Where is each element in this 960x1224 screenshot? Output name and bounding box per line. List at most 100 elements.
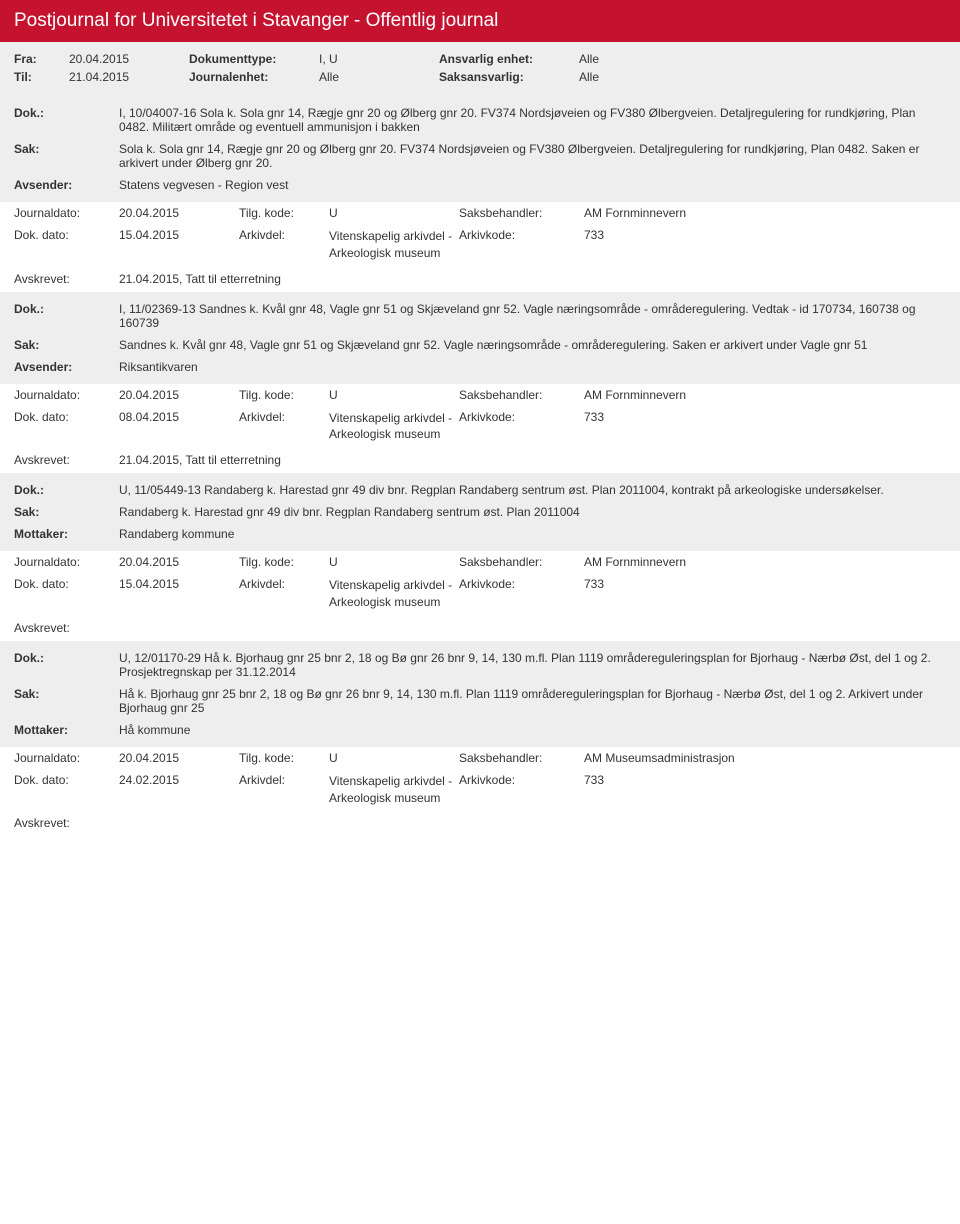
journal-unit-value: Alle <box>319 68 439 86</box>
to-label: Til: <box>14 68 69 86</box>
sak-value: Sandnes k. Kvål gnr 48, Vagle gnr 51 og … <box>119 338 946 352</box>
entry-meta-row: Journaldato:20.04.2015Tilg. kode:USaksbe… <box>0 384 960 406</box>
sak-label: Sak: <box>14 505 119 519</box>
journaldato-value: 20.04.2015 <box>119 206 239 220</box>
doctype-value: I, U <box>319 50 439 68</box>
case-responsible-label: Saksansvarlig: <box>439 68 579 86</box>
page-header: Postjournal for Universitetet i Stavange… <box>0 0 960 42</box>
avskrevet-label: Avskrevet: <box>14 621 119 635</box>
dokdato-value: 15.04.2015 <box>119 228 239 242</box>
from-label: Fra: <box>14 50 69 68</box>
party-label: Avsender: <box>14 360 119 374</box>
arkivkode-label: Arkivkode: <box>459 773 584 787</box>
tilgkode-label: Tilg. kode: <box>239 555 329 569</box>
saksbehandler-label: Saksbehandler: <box>459 751 584 765</box>
sak-value: Randaberg k. Harestad gnr 49 div bnr. Re… <box>119 505 946 519</box>
avskrevet-row: Avskrevet: <box>0 615 960 641</box>
party-value: Riksantikvaren <box>119 360 946 374</box>
arkivdel-label: Arkivdel: <box>239 773 329 787</box>
arkivkode-label: Arkivkode: <box>459 410 584 424</box>
journaldato-label: Journaldato: <box>14 555 119 569</box>
avskrevet-label: Avskrevet: <box>14 453 119 467</box>
arkivkode-value: 733 <box>584 577 946 591</box>
sak-value: Hå k. Bjorhaug gnr 25 bnr 2, 18 og Bø gn… <box>119 687 946 715</box>
from-value: 20.04.2015 <box>69 50 189 68</box>
journaldato-value: 20.04.2015 <box>119 388 239 402</box>
journaldato-value: 20.04.2015 <box>119 751 239 765</box>
arkivdel-value: Vitenskapelig arkivdel - Arkeologisk mus… <box>329 228 459 262</box>
entry-block: Dok.:I, 10/04007-16 Sola k. Sola gnr 14,… <box>0 96 960 202</box>
tilgkode-label: Tilg. kode: <box>239 388 329 402</box>
responsible-unit-label: Ansvarlig enhet: <box>439 50 579 68</box>
arkivkode-label: Arkivkode: <box>459 228 584 242</box>
dok-value: I, 10/04007-16 Sola k. Sola gnr 14, Rægj… <box>119 106 946 134</box>
avskrevet-value: 21.04.2015, Tatt til etterretning <box>119 272 946 286</box>
dok-label: Dok.: <box>14 302 119 330</box>
arkivkode-value: 733 <box>584 773 946 787</box>
doctype-label: Dokumenttype: <box>189 50 319 68</box>
dok-label: Dok.: <box>14 106 119 134</box>
tilgkode-value: U <box>329 555 459 569</box>
party-value: Randaberg kommune <box>119 527 946 541</box>
saksbehandler-label: Saksbehandler: <box>459 555 584 569</box>
arkivdel-label: Arkivdel: <box>239 228 329 242</box>
arkivdel-label: Arkivdel: <box>239 410 329 424</box>
saksbehandler-value: AM Fornminnevern <box>584 388 946 402</box>
entry-meta-row: Dok. dato:15.04.2015Arkivdel:Vitenskapel… <box>0 224 960 266</box>
arkivdel-label: Arkivdel: <box>239 577 329 591</box>
dok-label: Dok.: <box>14 483 119 497</box>
dokdato-value: 08.04.2015 <box>119 410 239 424</box>
avskrevet-row: Avskrevet:21.04.2015, Tatt til etterretn… <box>0 447 960 473</box>
dokdato-label: Dok. dato: <box>14 228 119 242</box>
dokdato-value: 15.04.2015 <box>119 577 239 591</box>
sak-label: Sak: <box>14 687 119 715</box>
entry-meta-row: Journaldato:20.04.2015Tilg. kode:USaksbe… <box>0 551 960 573</box>
tilgkode-label: Tilg. kode: <box>239 206 329 220</box>
party-value: Statens vegvesen - Region vest <box>119 178 946 192</box>
dokdato-label: Dok. dato: <box>14 410 119 424</box>
sak-label: Sak: <box>14 142 119 170</box>
avskrevet-row: Avskrevet:21.04.2015, Tatt til etterretn… <box>0 266 960 292</box>
dok-value: U, 11/05449-13 Randaberg k. Harestad gnr… <box>119 483 946 497</box>
journaldato-label: Journaldato: <box>14 206 119 220</box>
entry-meta-row: Dok. dato:15.04.2015Arkivdel:Vitenskapel… <box>0 573 960 615</box>
party-label: Mottaker: <box>14 527 119 541</box>
arkivdel-value: Vitenskapelig arkivdel - Arkeologisk mus… <box>329 773 459 807</box>
journaldato-value: 20.04.2015 <box>119 555 239 569</box>
avskrevet-value <box>119 621 946 635</box>
entry-meta-row: Dok. dato:24.02.2015Arkivdel:Vitenskapel… <box>0 769 960 811</box>
tilgkode-value: U <box>329 206 459 220</box>
entry-block: Dok.:U, 12/01170-29 Hå k. Bjorhaug gnr 2… <box>0 641 960 747</box>
saksbehandler-value: AM Fornminnevern <box>584 555 946 569</box>
saksbehandler-label: Saksbehandler: <box>459 388 584 402</box>
avskrevet-row: Avskrevet: <box>0 810 960 836</box>
filters-panel: Fra: 20.04.2015 Dokumenttype: I, U Ansva… <box>0 42 960 96</box>
tilgkode-label: Tilg. kode: <box>239 751 329 765</box>
avskrevet-label: Avskrevet: <box>14 816 119 830</box>
party-label: Avsender: <box>14 178 119 192</box>
saksbehandler-label: Saksbehandler: <box>459 206 584 220</box>
arkivkode-label: Arkivkode: <box>459 577 584 591</box>
sak-label: Sak: <box>14 338 119 352</box>
dokdato-label: Dok. dato: <box>14 773 119 787</box>
tilgkode-value: U <box>329 751 459 765</box>
journal-unit-label: Journalenhet: <box>189 68 319 86</box>
journaldato-label: Journaldato: <box>14 388 119 402</box>
party-value: Hå kommune <box>119 723 946 737</box>
dokdato-label: Dok. dato: <box>14 577 119 591</box>
tilgkode-value: U <box>329 388 459 402</box>
avskrevet-value: 21.04.2015, Tatt til etterretning <box>119 453 946 467</box>
journaldato-label: Journaldato: <box>14 751 119 765</box>
entry-meta-row: Journaldato:20.04.2015Tilg. kode:USaksbe… <box>0 202 960 224</box>
page-title: Postjournal for Universitetet i Stavange… <box>14 10 498 31</box>
avskrevet-label: Avskrevet: <box>14 272 119 286</box>
entry-meta-row: Journaldato:20.04.2015Tilg. kode:USaksbe… <box>0 747 960 769</box>
entry-meta-row: Dok. dato:08.04.2015Arkivdel:Vitenskapel… <box>0 406 960 448</box>
dok-label: Dok.: <box>14 651 119 679</box>
arkivkode-value: 733 <box>584 228 946 242</box>
sak-value: Sola k. Sola gnr 14, Rægje gnr 20 og Ølb… <box>119 142 946 170</box>
case-responsible-value: Alle <box>579 68 946 86</box>
to-value: 21.04.2015 <box>69 68 189 86</box>
avskrevet-value <box>119 816 946 830</box>
entry-block: Dok.:U, 11/05449-13 Randaberg k. Haresta… <box>0 473 960 551</box>
